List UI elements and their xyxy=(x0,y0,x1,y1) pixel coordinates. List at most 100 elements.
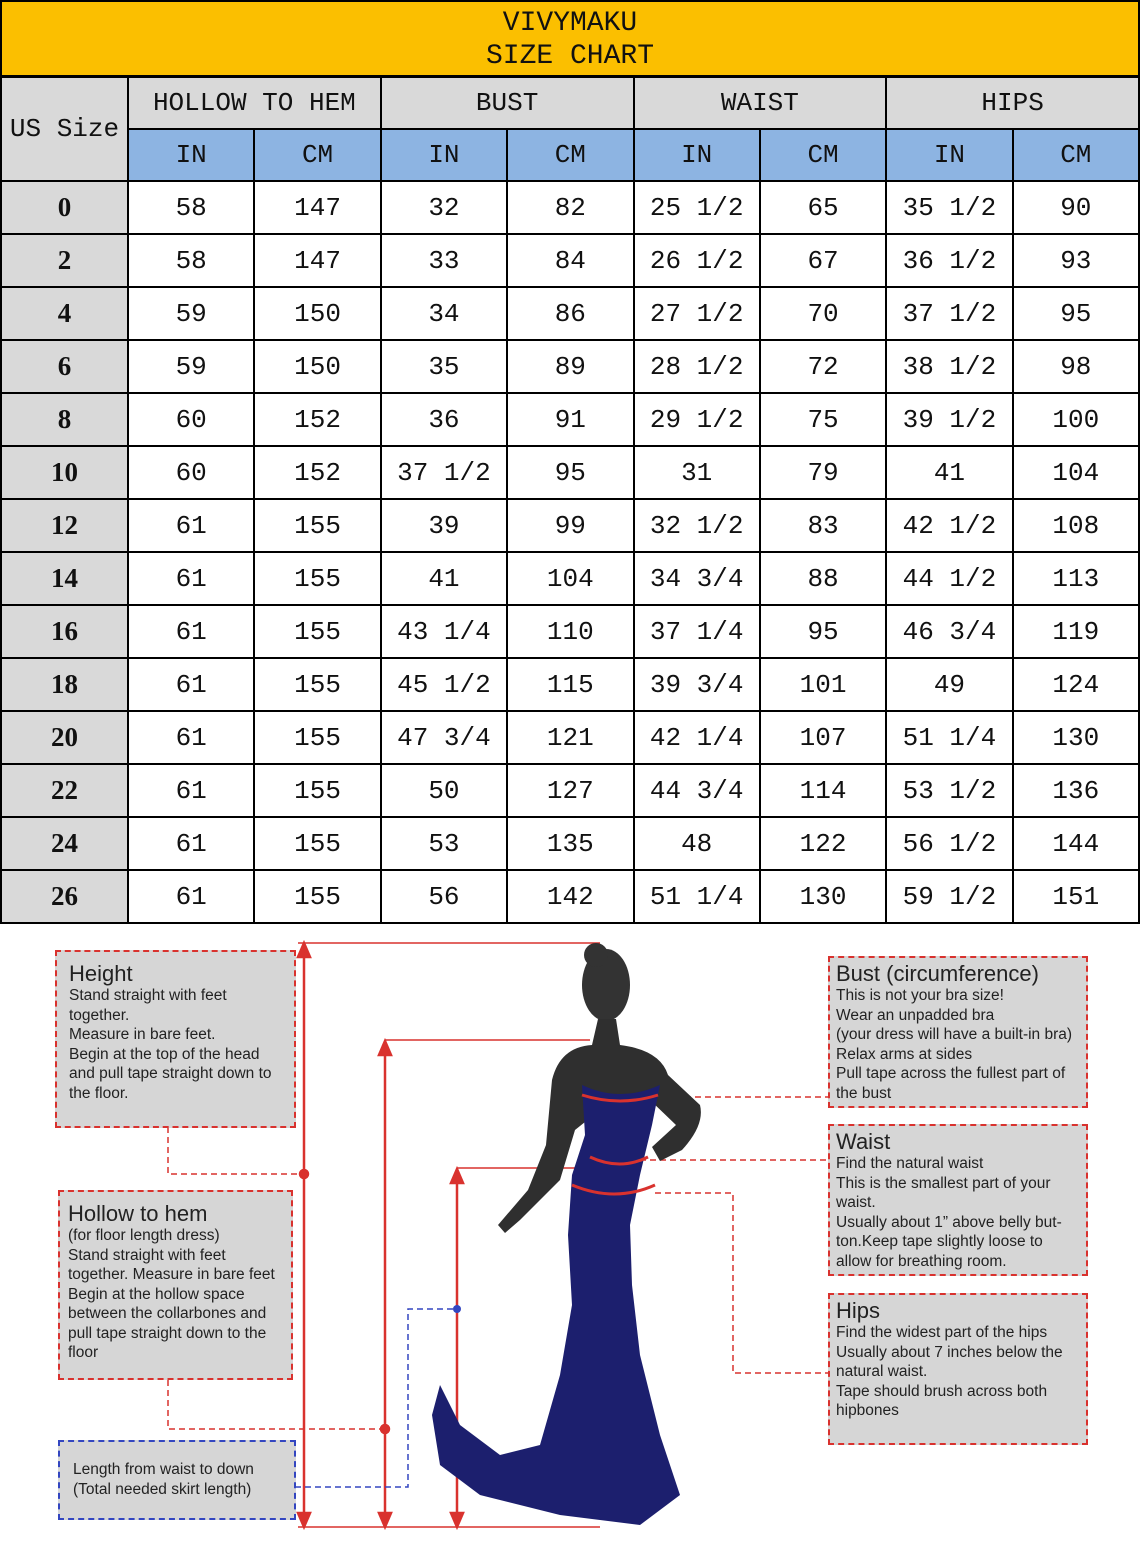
measurement-cell: 124 xyxy=(1011,657,1140,712)
measurement-cell: 65 xyxy=(758,180,888,235)
measurement-cell: 42 1/4 xyxy=(632,710,761,765)
measurement-cell: 61 xyxy=(126,657,256,712)
bust-guide-title: Bust (circumference) xyxy=(836,961,1039,986)
measurement-cell: 93 xyxy=(1011,233,1140,288)
measurement-cell: 56 1/2 xyxy=(885,816,1014,871)
unit-header-cm: CM xyxy=(506,128,635,182)
measurement-cell: 46 3/4 xyxy=(885,604,1014,659)
measurement-cell: 130 xyxy=(758,869,888,924)
size-cell: 16 xyxy=(0,604,129,659)
measurement-cell: 31 xyxy=(632,445,761,500)
measurement-cell: 60 xyxy=(126,445,256,500)
group-header-bust: BUST xyxy=(379,76,635,130)
measurement-cell: 58 xyxy=(126,180,256,235)
measurement-cell: 38 1/2 xyxy=(885,339,1014,394)
measurement-cell: 95 xyxy=(1011,286,1140,341)
measurement-cell: 59 1/2 xyxy=(885,869,1014,924)
skirt-length-guide-box: Length from waist to down (Total needed … xyxy=(58,1440,296,1520)
measurement-cell: 79 xyxy=(758,445,888,500)
measurement-cell: 34 3/4 xyxy=(632,551,761,606)
measurement-cell: 155 xyxy=(253,869,382,924)
measurement-cell: 155 xyxy=(253,710,382,765)
measurement-cell: 70 xyxy=(758,286,888,341)
measurement-cell: 32 1/2 xyxy=(632,498,761,553)
measurement-cell: 155 xyxy=(253,763,382,818)
measurement-cell: 27 1/2 xyxy=(632,286,761,341)
measurement-cell: 42 1/2 xyxy=(885,498,1014,553)
skirt-connector xyxy=(295,1308,457,1488)
height-guide-title: Height xyxy=(69,961,133,986)
measurement-cell: 110 xyxy=(506,604,635,659)
measurement-cell: 25 1/2 xyxy=(632,180,761,235)
table-row: 20 61 155 47 3/4 121 42 1/4 107 51 1/4 130 xyxy=(0,710,1140,765)
measurement-cell: 34 xyxy=(379,286,509,341)
unit-header-in: IN xyxy=(126,128,256,182)
measurement-cell: 45 1/2 xyxy=(379,657,509,712)
measurement-cell: 155 xyxy=(253,551,382,606)
measurement-cell: 29 1/2 xyxy=(632,392,761,447)
measurement-cell: 37 1/2 xyxy=(379,445,509,500)
measurement-cell: 60 xyxy=(126,392,256,447)
measurement-cell: 33 xyxy=(379,233,509,288)
size-cell: 2 xyxy=(0,233,129,288)
measurement-cell: 61 xyxy=(126,763,256,818)
skirt-length-guide-text: Length from waist to down (Total needed … xyxy=(73,1461,254,1498)
measurement-cell: 142 xyxy=(506,869,635,924)
measurement-cell: 95 xyxy=(758,604,888,659)
measurement-cell: 44 3/4 xyxy=(632,763,761,818)
table-row: 12 61 155 39 99 32 1/2 83 42 1/2 108 xyxy=(0,498,1140,553)
waist-guide-box: Waist Find the natural waist This is the… xyxy=(828,1124,1088,1276)
measurement-cell: 104 xyxy=(506,551,635,606)
measurement-cell: 56 xyxy=(379,869,509,924)
measurement-cell: 88 xyxy=(758,551,888,606)
measurement-cell: 90 xyxy=(1011,180,1140,235)
measurement-cell: 147 xyxy=(253,233,382,288)
measurement-cell: 84 xyxy=(506,233,635,288)
measurement-cell: 155 xyxy=(253,657,382,712)
measurement-cell: 101 xyxy=(758,657,888,712)
measurement-cell: 147 xyxy=(253,180,382,235)
unit-header-cm: CM xyxy=(1011,128,1140,182)
measurement-cell: 37 1/4 xyxy=(632,604,761,659)
size-table: US Size HOLLOW TO HEM BUST WAIST HIPS IN… xyxy=(0,76,1140,924)
measurement-cell: 82 xyxy=(506,180,635,235)
measurement-cell: 152 xyxy=(253,392,382,447)
size-cell: 26 xyxy=(0,869,129,924)
measurement-cell: 104 xyxy=(1011,445,1140,500)
measurement-figure xyxy=(167,939,828,1531)
measurement-cell: 50 xyxy=(379,763,509,818)
measurement-cell: 98 xyxy=(1011,339,1140,394)
table-row: 18 61 155 45 1/2 115 39 3/4 101 49 124 xyxy=(0,657,1140,712)
measurement-cell: 28 1/2 xyxy=(632,339,761,394)
measurement-cell: 119 xyxy=(1011,604,1140,659)
table-row: 14 61 155 41 104 34 3/4 88 44 1/2 113 xyxy=(0,551,1140,606)
size-cell: 22 xyxy=(0,763,129,818)
measurement-cell: 61 xyxy=(126,604,256,659)
measurement-cell: 26 1/2 xyxy=(632,233,761,288)
measurement-cell: 61 xyxy=(126,869,256,924)
hips-guide-box: Hips Find the widest part of the hips Us… xyxy=(828,1293,1088,1445)
measurement-cell: 47 3/4 xyxy=(379,710,509,765)
measurement-cell: 144 xyxy=(1011,816,1140,871)
measurement-cell: 136 xyxy=(1011,763,1140,818)
chart-subtitle: SIZE CHART xyxy=(485,41,655,72)
measurement-cell: 44 1/2 xyxy=(885,551,1014,606)
measurement-cell: 58 xyxy=(126,233,256,288)
hips-guide-text: Find the widest part of the hips Usually… xyxy=(836,1324,1063,1419)
size-cell: 14 xyxy=(0,551,129,606)
unit-header-in: IN xyxy=(885,128,1014,182)
measurement-cell: 115 xyxy=(506,657,635,712)
measurement-cell: 100 xyxy=(1011,392,1140,447)
size-cell: 18 xyxy=(0,657,129,712)
measurement-cell: 53 1/2 xyxy=(885,763,1014,818)
measurement-cell: 36 xyxy=(379,392,509,447)
measurement-cell: 89 xyxy=(506,339,635,394)
waist-guide-title: Waist xyxy=(836,1129,891,1154)
measurement-cell: 83 xyxy=(758,498,888,553)
dress-silhouette xyxy=(432,943,701,1525)
size-cell: 0 xyxy=(0,180,129,235)
bust-guide-box: Bust (circumference) This is not your br… xyxy=(828,956,1088,1108)
table-row: 22 61 155 50 127 44 3/4 114 53 1/2 136 xyxy=(0,763,1140,818)
unit-header-in: IN xyxy=(632,128,761,182)
connector-lines xyxy=(167,1096,828,1430)
